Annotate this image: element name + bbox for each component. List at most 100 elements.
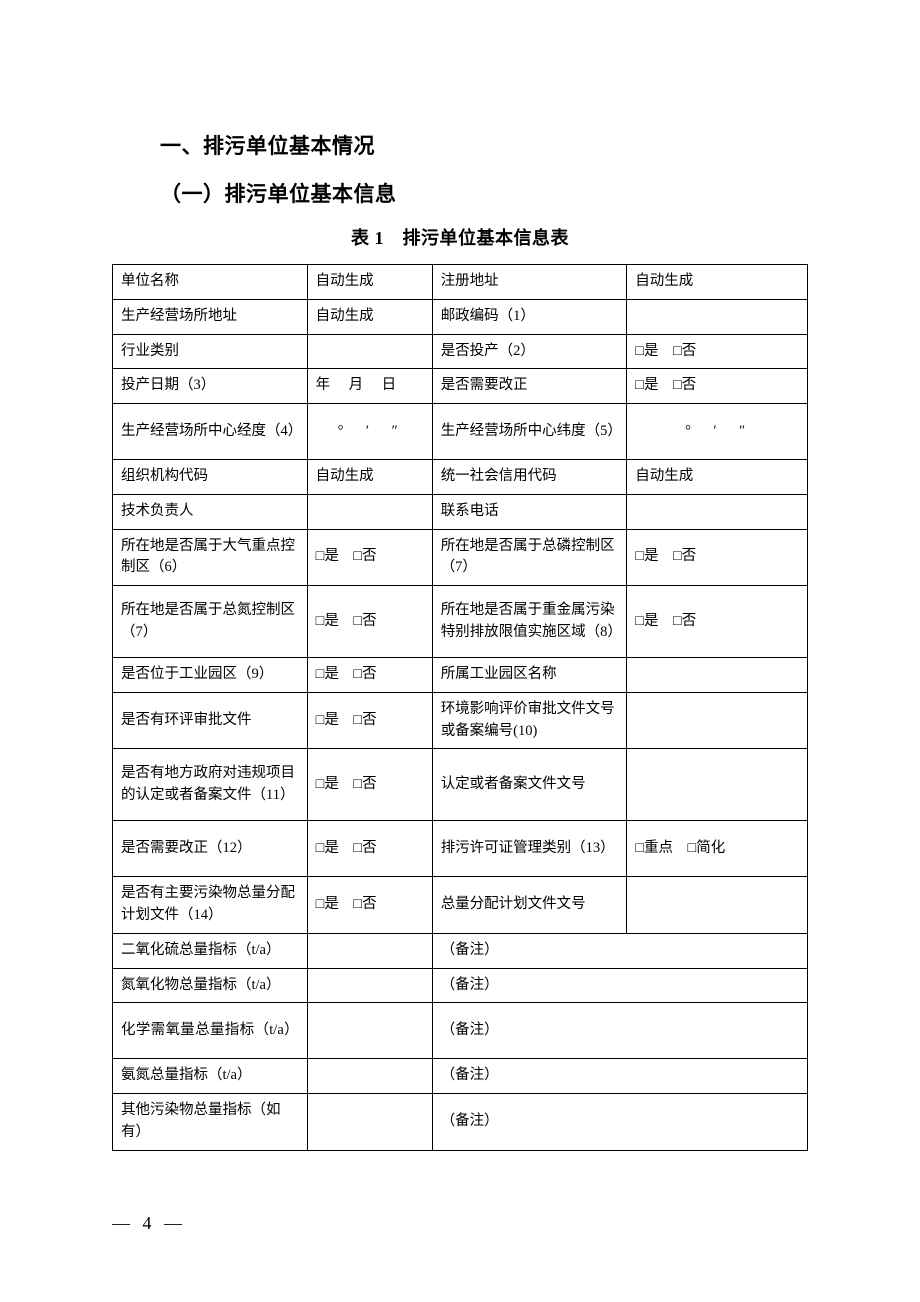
cell-text: 是否需要改正 (441, 377, 528, 393)
cell-text: 所在地是否属于总氮控制区（7） (121, 602, 295, 640)
checkbox-yes[interactable]: □是 (316, 548, 339, 564)
cell-text: 二氧化硫总量指标（t/a） (121, 942, 281, 958)
cell-label: 所在地是否属于大气重点控制区（6） (113, 529, 308, 586)
cell-value: 年 月 日 (307, 369, 432, 404)
cell-value: □是 □否 (307, 821, 432, 877)
checkbox-no[interactable]: □否 (353, 666, 376, 682)
cell-value (627, 299, 808, 334)
table-row: 氨氮总量指标（t/a） （备注） (113, 1059, 808, 1094)
dms-field: ° ′ ″ (685, 423, 749, 439)
table-caption: 表 1 排污单位基本信息表 (112, 224, 808, 250)
cell-label: 单位名称 (113, 265, 308, 300)
cell-value: ° ′ ″ (627, 404, 808, 460)
cell-text: 生产经营场所中心纬度（5） (441, 423, 622, 439)
cell-label: 是否需要改正 (432, 369, 627, 404)
checkbox-yes[interactable]: □是 (316, 666, 339, 682)
dms-field: ° ′ ″ (338, 423, 402, 439)
cell-value: 自动生成 (307, 299, 432, 334)
cell-text: 行业类别 (121, 343, 179, 359)
table-row: 其他污染物总量指标（如有） （备注） (113, 1094, 808, 1151)
cell-value (627, 877, 808, 934)
cell-label: 所在地是否属于总磷控制区（7） (432, 529, 627, 586)
cell-value (307, 1003, 432, 1059)
cell-value: 自动生成 (307, 460, 432, 495)
checkbox-yes[interactable]: □是 (316, 840, 339, 856)
cell-text: （备注） (441, 1067, 499, 1083)
cell-remark: （备注） (432, 1003, 807, 1059)
cell-text: 排污许可证管理类别（13） (441, 840, 615, 856)
cell-text: 技术负责人 (121, 503, 194, 519)
cell-label: 其他污染物总量指标（如有） (113, 1094, 308, 1151)
cell-text: 氮氧化物总量指标（t/a） (121, 977, 281, 993)
table-row: 是否位于工业园区（9）□是 □否所属工业园区名称 (113, 658, 808, 693)
cell-label: 认定或者备案文件文号 (432, 749, 627, 821)
table-row: 是否有主要污染物总量分配计划文件（14）□是 □否总量分配计划文件文号 (113, 877, 808, 934)
checkbox-no[interactable]: □否 (673, 377, 696, 393)
table-row: 二氧化硫总量指标（t/a）（备注） (113, 933, 808, 968)
cell-text: 自动生成 (316, 273, 374, 289)
table-row: 单位名称 自动生成 注册地址 自动生成 (113, 265, 808, 300)
checkbox-yes[interactable]: □是 (635, 343, 658, 359)
checkbox-yes[interactable]: □是 (635, 548, 658, 564)
cell-text: 是否有主要污染物总量分配计划文件（14） (121, 885, 295, 923)
checkbox-no[interactable]: □否 (353, 712, 376, 728)
cell-remark: （备注） (432, 968, 807, 1003)
checkbox-no[interactable]: □否 (353, 613, 376, 629)
cell-text: 组织机构代码 (121, 468, 208, 484)
checkbox-yes[interactable]: □是 (316, 712, 339, 728)
cell-value: □是 □否 (307, 877, 432, 934)
cell-label: 化学需氧量总量指标（t/a） (113, 1003, 308, 1059)
cell-value (627, 658, 808, 693)
cell-text: （备注） (441, 1022, 499, 1038)
cell-text: 所在地是否属于大气重点控制区（6） (121, 538, 295, 576)
table-row: 行业类别 是否投产（2） □是 □否 (113, 334, 808, 369)
cell-label: 生产经营场所中心经度（4） (113, 404, 308, 460)
checkbox-yes[interactable]: □是 (316, 776, 339, 792)
cell-label: 二氧化硫总量指标（t/a） (113, 933, 308, 968)
cell-text: 所在地是否属于重金属污染特别排放限值实施区域（8） (441, 602, 622, 640)
cell-text: 邮政编码（1） (441, 308, 535, 324)
cell-value: 自动生成 (627, 265, 808, 300)
checkbox-no[interactable]: □否 (353, 776, 376, 792)
cell-label: 生产经营场所中心纬度（5） (432, 404, 627, 460)
table-row: 所在地是否属于大气重点控制区（6） □是 □否 所在地是否属于总磷控制区（7） □是 … (113, 529, 808, 586)
cell-value: □是 □否 (307, 749, 432, 821)
cell-label: 是否需要改正（12） (113, 821, 308, 877)
cell-label: 统一社会信用代码 (432, 460, 627, 495)
checkbox-zhongdian[interactable]: □重点 (635, 840, 673, 856)
cell-label: 注册地址 (432, 265, 627, 300)
cell-label: 是否有地方政府对违规项目的认定或者备案文件（11） (113, 749, 308, 821)
checkbox-yes[interactable]: □是 (316, 613, 339, 629)
checkbox-no[interactable]: □否 (673, 548, 696, 564)
table-row: 是否有地方政府对违规项目的认定或者备案文件（11）□是 □否认定或者备案文件文号 (113, 749, 808, 821)
cell-label: 联系电话 (432, 494, 627, 529)
checkbox-no[interactable]: □否 (673, 343, 696, 359)
cell-text: 注册地址 (441, 273, 499, 289)
cell-text: 单位名称 (121, 273, 179, 289)
cell-value: □是 □否 (627, 529, 808, 586)
cell-text: 是否投产（2） (441, 343, 535, 359)
cell-value: □重点 □简化 (627, 821, 808, 877)
cell-label: 所属工业园区名称 (432, 658, 627, 693)
checkbox-no[interactable]: □否 (353, 548, 376, 564)
cell-text: 氨氮总量指标（t/a） (121, 1067, 252, 1083)
checkbox-yes[interactable]: □是 (635, 377, 658, 393)
checkbox-no[interactable]: □否 (353, 896, 376, 912)
checkbox-no[interactable]: □否 (353, 840, 376, 856)
table-row: 所在地是否属于总氮控制区（7） □是 □否 所在地是否属于重金属污染特别排放限值实施… (113, 586, 808, 658)
checkbox-no[interactable]: □否 (673, 613, 696, 629)
document-page: 一、排污单位基本情况 （一）排污单位基本信息 表 1 排污单位基本信息表 单位名… (0, 0, 920, 1151)
checkbox-yes[interactable]: □是 (635, 613, 658, 629)
checkbox-yes[interactable]: □是 (316, 896, 339, 912)
cell-remark: （备注） (432, 1094, 807, 1151)
cell-text: 是否有环评审批文件 (121, 712, 252, 728)
cell-label: 所在地是否属于重金属污染特别排放限值实施区域（8） (432, 586, 627, 658)
heading-level-1: 一、排污单位基本情况 (160, 130, 808, 160)
cell-text: 所在地是否属于总磷控制区（7） (441, 538, 615, 576)
checkbox-jianhua[interactable]: □简化 (688, 840, 726, 856)
cell-label: 生产经营场所地址 (113, 299, 308, 334)
cell-value (307, 1094, 432, 1151)
cell-label: 技术负责人 (113, 494, 308, 529)
cell-label: 环境影响评价审批文件文号或备案编号(10) (432, 692, 627, 749)
cell-label: 总量分配计划文件文号 (432, 877, 627, 934)
